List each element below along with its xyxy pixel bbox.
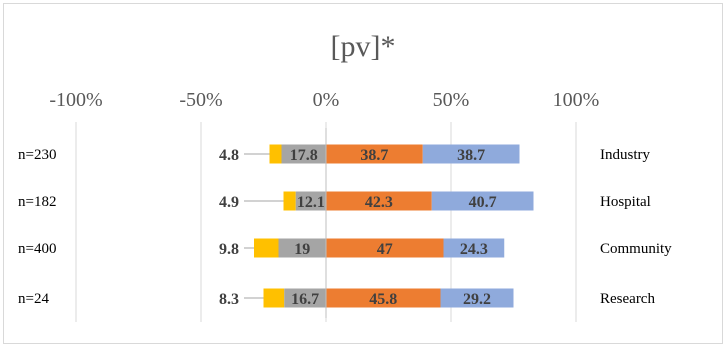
data-label: 29.2 (463, 291, 491, 308)
x-tick-label: -100% (49, 89, 102, 111)
data-label: 45.8 (369, 291, 397, 308)
bar-segment (326, 144, 423, 164)
bar-segment (422, 144, 520, 164)
x-tick-label: 0% (313, 89, 340, 111)
sample-size-label: n=230 (18, 147, 56, 163)
bar-segment (326, 288, 441, 308)
x-axis-ticks: -100% -50% 0% 50% 100% (49, 89, 599, 111)
data-label: 38.7 (457, 147, 485, 164)
bar-segment (443, 238, 505, 258)
bar-segment (295, 191, 326, 211)
data-label: 4.9 (219, 194, 239, 211)
data-label: 9.8 (219, 241, 239, 258)
sample-size-label: n=182 (18, 194, 56, 210)
bar-segment (284, 288, 326, 308)
bar-row-hospital: n=182 Hospital 4.9 12.1 42.3 40.7 (18, 191, 651, 211)
data-label: 42.3 (365, 194, 393, 211)
data-label: 16.7 (291, 291, 319, 308)
data-label: 24.3 (460, 241, 488, 258)
bar-segment (278, 238, 326, 258)
bar-segment (263, 288, 285, 308)
bar-segment (326, 191, 432, 211)
category-label: Community (600, 241, 672, 257)
bar-row-industry: n=230 Industry 4.8 17.8 38.7 38.7 (18, 144, 650, 164)
bar-segment (254, 238, 279, 258)
category-label: Industry (600, 147, 650, 163)
data-label: 17.8 (290, 147, 318, 164)
x-tick-label: -50% (179, 89, 222, 111)
bar-rows: n=230 Industry 4.8 17.8 38.7 38.7 n=182 Hospita… (18, 128, 672, 318)
sample-size-label: n=24 (18, 291, 49, 307)
bar-segment (283, 191, 296, 211)
sample-size-label: n=400 (18, 241, 56, 257)
chart-border (3, 3, 723, 344)
data-label: 19 (294, 241, 310, 258)
bar-row-community: n=400 Community 9.8 19 47 24.3 (18, 238, 672, 258)
data-label: 40.7 (469, 194, 497, 211)
data-label: 38.7 (360, 147, 388, 164)
data-label: 47 (377, 241, 393, 258)
x-tick-label: 100% (553, 89, 600, 111)
data-label: 12.1 (297, 194, 325, 211)
bar-row-research: n=24 Research 8.3 16.7 45.8 29.2 (18, 288, 655, 308)
x-tick-label: 50% (433, 89, 470, 111)
data-label: 8.3 (219, 291, 239, 308)
bar-segment (440, 288, 514, 308)
bar-segment (281, 144, 326, 164)
bar-segment (269, 144, 282, 164)
bar-segment (431, 191, 534, 211)
data-label: 4.8 (219, 147, 239, 164)
category-label: Hospital (600, 194, 651, 210)
category-label: Research (600, 291, 655, 307)
chart-title: [pv]* (331, 30, 396, 63)
bar-segment (326, 238, 444, 258)
